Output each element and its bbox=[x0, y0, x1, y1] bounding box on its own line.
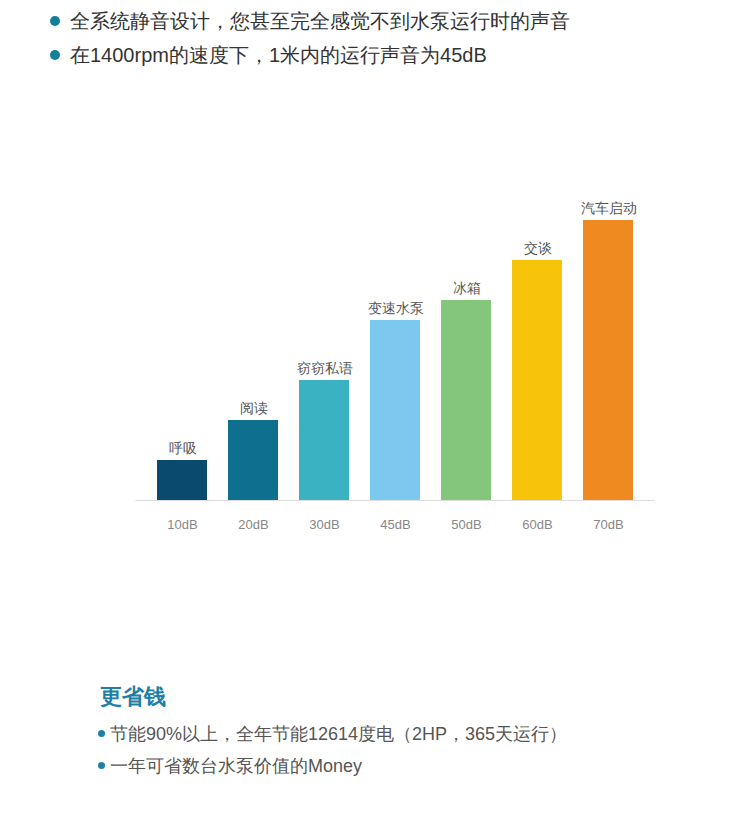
html-text:更省钱: 更省钱 bbox=[100, 684, 166, 709]
svg-text:60dB: 60dB bbox=[522, 517, 552, 532]
svg-text:45dB: 45dB bbox=[380, 517, 410, 532]
svg-text:汽车启动: 汽车启动 bbox=[581, 200, 637, 216]
html-text:在1400rpm的速度下，1米内的运行声音为45dB: 在1400rpm的速度下，1米内的运行声音为45dB bbox=[70, 44, 487, 66]
html-text:一年可省数台水泵价值的Money: 一年可省数台水泵价值的Money bbox=[110, 756, 362, 776]
svg-text:70dB: 70dB bbox=[593, 517, 623, 532]
svg-text:50dB: 50dB bbox=[451, 517, 481, 532]
svg-text:呼吸: 呼吸 bbox=[169, 440, 197, 456]
html-text:节能90%以上，全年节能12614度电（2HP，365天运行: 节能90%以上，全年节能12614度电（2HP，365天运行） bbox=[110, 724, 568, 744]
svg-text:30dB: 30dB bbox=[309, 517, 339, 532]
svg-text:窃窃私语: 窃窃私语 bbox=[297, 360, 353, 376]
svg-text:交谈: 交谈 bbox=[524, 240, 552, 256]
svg-text:冰箱: 冰箱 bbox=[453, 280, 481, 296]
svg-text:变速水泵: 变速水泵 bbox=[368, 300, 424, 316]
svg-text:20dB: 20dB bbox=[238, 517, 268, 532]
svg-text:阅读: 阅读 bbox=[240, 400, 268, 416]
svg-text:10dB: 10dB bbox=[167, 517, 197, 532]
html-text:全系统静音设计，您甚至完全感觉不到水泵运行时的声音: 全系统静音设计，您甚至完全感觉不到水泵运行时的声音 bbox=[70, 10, 570, 32]
